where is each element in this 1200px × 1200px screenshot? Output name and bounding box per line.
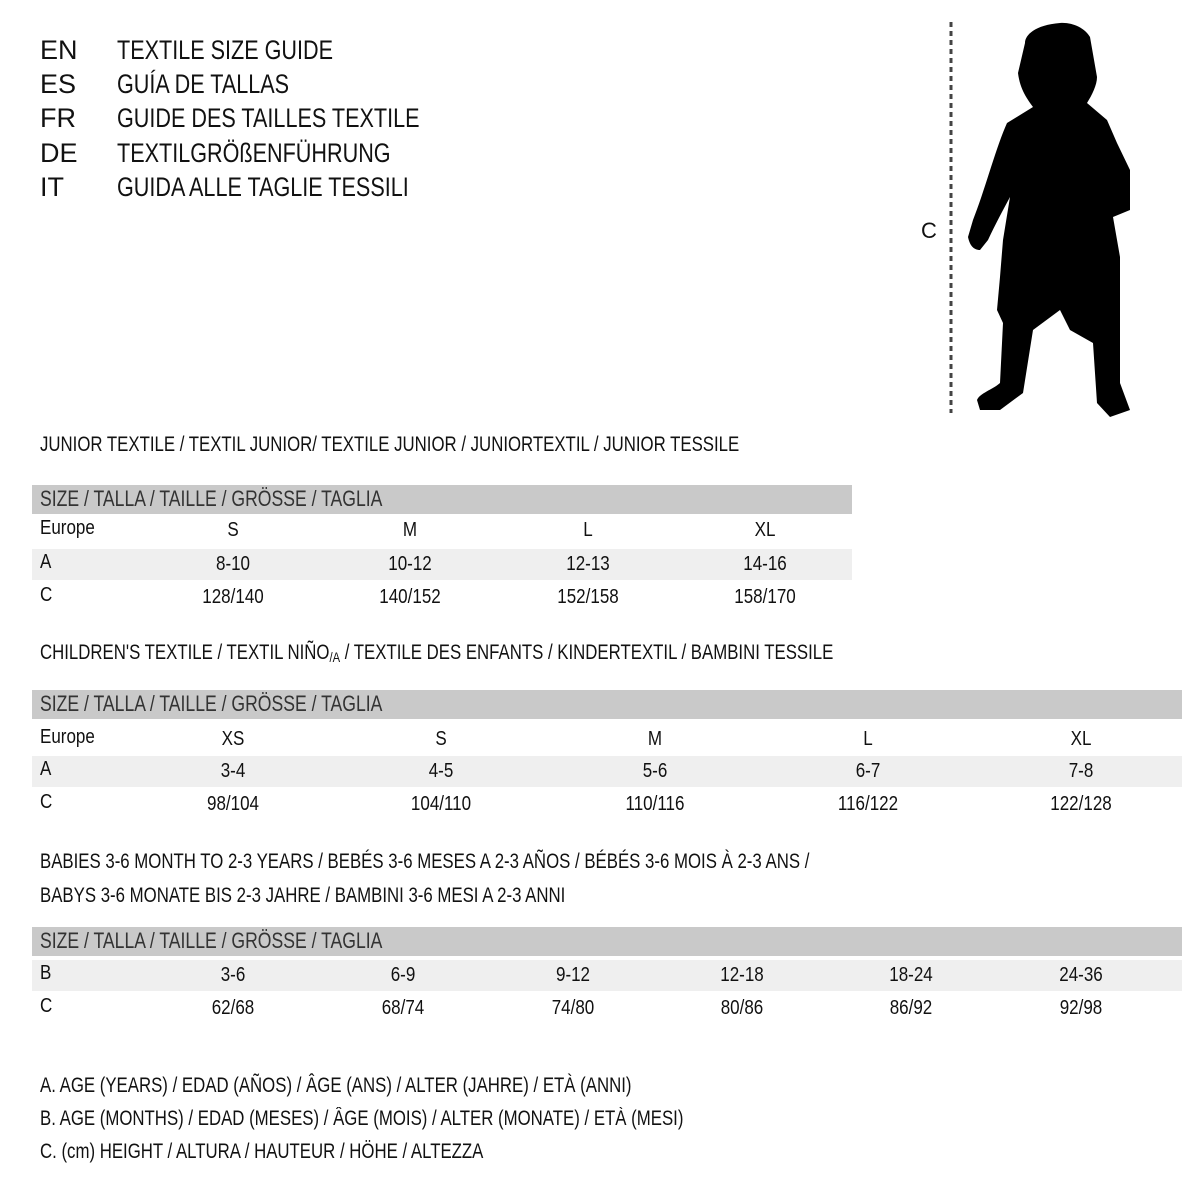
measure-label: C xyxy=(921,218,937,243)
legend-text: C. (cm) HEIGHT / ALTURA / HAUTEUR / HÖHE… xyxy=(40,1140,484,1163)
table-cell: 14-16 xyxy=(743,553,787,575)
table-cell: XL xyxy=(1070,728,1092,750)
table-cell: 152/158 xyxy=(557,586,619,608)
size-header-bar: SIZE / TALLA / TAILLE / GRÖSSE / TAGLIA xyxy=(32,485,852,514)
language-guide-title: GUIDA ALLE TAGLIE TESSILI xyxy=(117,172,482,202)
table-cell: 7-8 xyxy=(1068,760,1094,782)
row-label: Europe xyxy=(40,517,95,539)
size-header-bar: SIZE / TALLA / TAILLE / GRÖSSE / TAGLIA xyxy=(32,690,1182,719)
table-cell: 80/86 xyxy=(720,997,764,1019)
table-cell: 128/140 xyxy=(202,586,264,608)
table-cell: 62/68 xyxy=(211,997,255,1019)
alt-row-bg xyxy=(32,960,1182,991)
language-guide-text: GUIDE DES TAILLES TEXTILE xyxy=(117,103,420,133)
language-guide-text: GUIDA ALLE TAGLIE TESSILI xyxy=(117,172,409,202)
language-code: IT xyxy=(40,172,64,202)
language-guide-text: TEXTILGRÖßENFÜHRUNG xyxy=(117,138,391,168)
row-label: C xyxy=(40,791,53,813)
table-cell: 9-12 xyxy=(555,964,591,986)
table-cell: 104/110 xyxy=(410,793,472,815)
alt-row-bg xyxy=(32,549,852,580)
babies-section-title-line1: BABIES 3-6 MONTH TO 2-3 YEARS / BEBÉS 3-… xyxy=(40,850,810,873)
table-cell: M xyxy=(647,728,663,750)
size-header-bar: SIZE / TALLA / TAILLE / GRÖSSE / TAGLIA xyxy=(32,927,1182,956)
language-guide-title: GUIDE DES TAILLES TEXTILE xyxy=(117,103,495,133)
table-cell: 10-12 xyxy=(388,553,432,575)
row-label: C xyxy=(40,995,53,1017)
language-guide-title: TEXTILE SIZE GUIDE xyxy=(117,35,387,65)
row-label: C xyxy=(40,584,53,606)
table-cell: 5-6 xyxy=(642,760,668,782)
table-cell: 92/98 xyxy=(1059,997,1103,1019)
legend-item: A. AGE (YEARS) / EDAD (AÑOS) / ÂGE (ANS)… xyxy=(40,1074,779,1098)
language-code: FR xyxy=(40,103,76,133)
language-guide-title: GUÍA DE TALLAS xyxy=(117,69,332,99)
legend-text: A. AGE (YEARS) / EDAD (AÑOS) / ÂGE (ANS)… xyxy=(40,1074,632,1097)
table-cell: 8-10 xyxy=(215,553,251,575)
row-label: Europe xyxy=(40,726,95,748)
size-header: SIZE / TALLA / TAILLE / GRÖSSE / TAGLIA xyxy=(40,486,468,512)
table-cell: XS xyxy=(221,728,245,750)
language-guide-text: TEXTILE SIZE GUIDE xyxy=(117,35,334,65)
table-cell: M xyxy=(402,519,418,541)
size-header-text: SIZE / TALLA / TAILLE / GRÖSSE / TAGLIA xyxy=(40,691,383,716)
table-cell: 74/80 xyxy=(551,997,595,1019)
legend-item: C. (cm) HEIGHT / ALTURA / HAUTEUR / HÖHE… xyxy=(40,1140,594,1164)
language-code: EN xyxy=(40,35,78,65)
table-cell: 24-36 xyxy=(1059,964,1103,986)
size-header-text: SIZE / TALLA / TAILLE / GRÖSSE / TAGLIA xyxy=(40,928,383,953)
table-cell: 3-6 xyxy=(220,964,246,986)
table-cell: 110/116 xyxy=(625,793,685,815)
size-header: SIZE / TALLA / TAILLE / GRÖSSE / TAGLIA xyxy=(40,928,468,954)
table-cell: 18-24 xyxy=(889,964,933,986)
table-cell: 158/170 xyxy=(734,586,796,608)
size-header-text: SIZE / TALLA / TAILLE / GRÖSSE / TAGLIA xyxy=(40,486,383,511)
row-label: A xyxy=(40,551,52,573)
row-label: B xyxy=(40,962,52,984)
table-cell: 4-5 xyxy=(428,760,454,782)
table-cell: 140/152 xyxy=(379,586,441,608)
table-cell: 6-7 xyxy=(855,760,881,782)
table-cell: 86/92 xyxy=(889,997,933,1019)
size-header: SIZE / TALLA / TAILLE / GRÖSSE / TAGLIA xyxy=(40,691,468,717)
alt-row-bg xyxy=(32,756,1182,787)
children-section-title: CHILDREN'S TEXTILE / TEXTIL NIÑO/A / TEX… xyxy=(40,641,834,665)
babies-section-title-line2: BABYS 3-6 MONATE BIS 2-3 JAHRE / BAMBINI… xyxy=(40,884,566,907)
table-cell: L xyxy=(583,519,593,541)
table-cell: 3-4 xyxy=(220,760,246,782)
table-cell: XL xyxy=(754,519,776,541)
table-cell: L xyxy=(863,728,873,750)
legend-text: B. AGE (MONTHS) / EDAD (MESES) / ÂGE (MO… xyxy=(40,1107,684,1130)
child-silhouette-icon xyxy=(949,22,1130,417)
row-label: A xyxy=(40,758,52,780)
language-guide-text: GUÍA DE TALLAS xyxy=(117,69,290,99)
legend-item: B. AGE (MONTHS) / EDAD (MESES) / ÂGE (MO… xyxy=(40,1107,844,1131)
table-cell: 122/128 xyxy=(1050,793,1112,815)
table-cell: 68/74 xyxy=(381,997,425,1019)
table-cell: 6-9 xyxy=(390,964,416,986)
table-cell: 116/122 xyxy=(837,793,899,815)
table-cell: 98/104 xyxy=(207,793,259,815)
table-cell: S xyxy=(227,519,239,541)
table-cell: S xyxy=(435,728,447,750)
language-code: ES xyxy=(40,69,77,99)
junior-section-title: JUNIOR TEXTILE / TEXTIL JUNIOR/ TEXTILE … xyxy=(40,433,740,456)
language-code: DE xyxy=(40,138,78,168)
language-guide-title: TEXTILGRÖßENFÜHRUNG xyxy=(117,138,459,168)
table-cell: 12-18 xyxy=(720,964,764,986)
table-cell: 12-13 xyxy=(566,553,610,575)
